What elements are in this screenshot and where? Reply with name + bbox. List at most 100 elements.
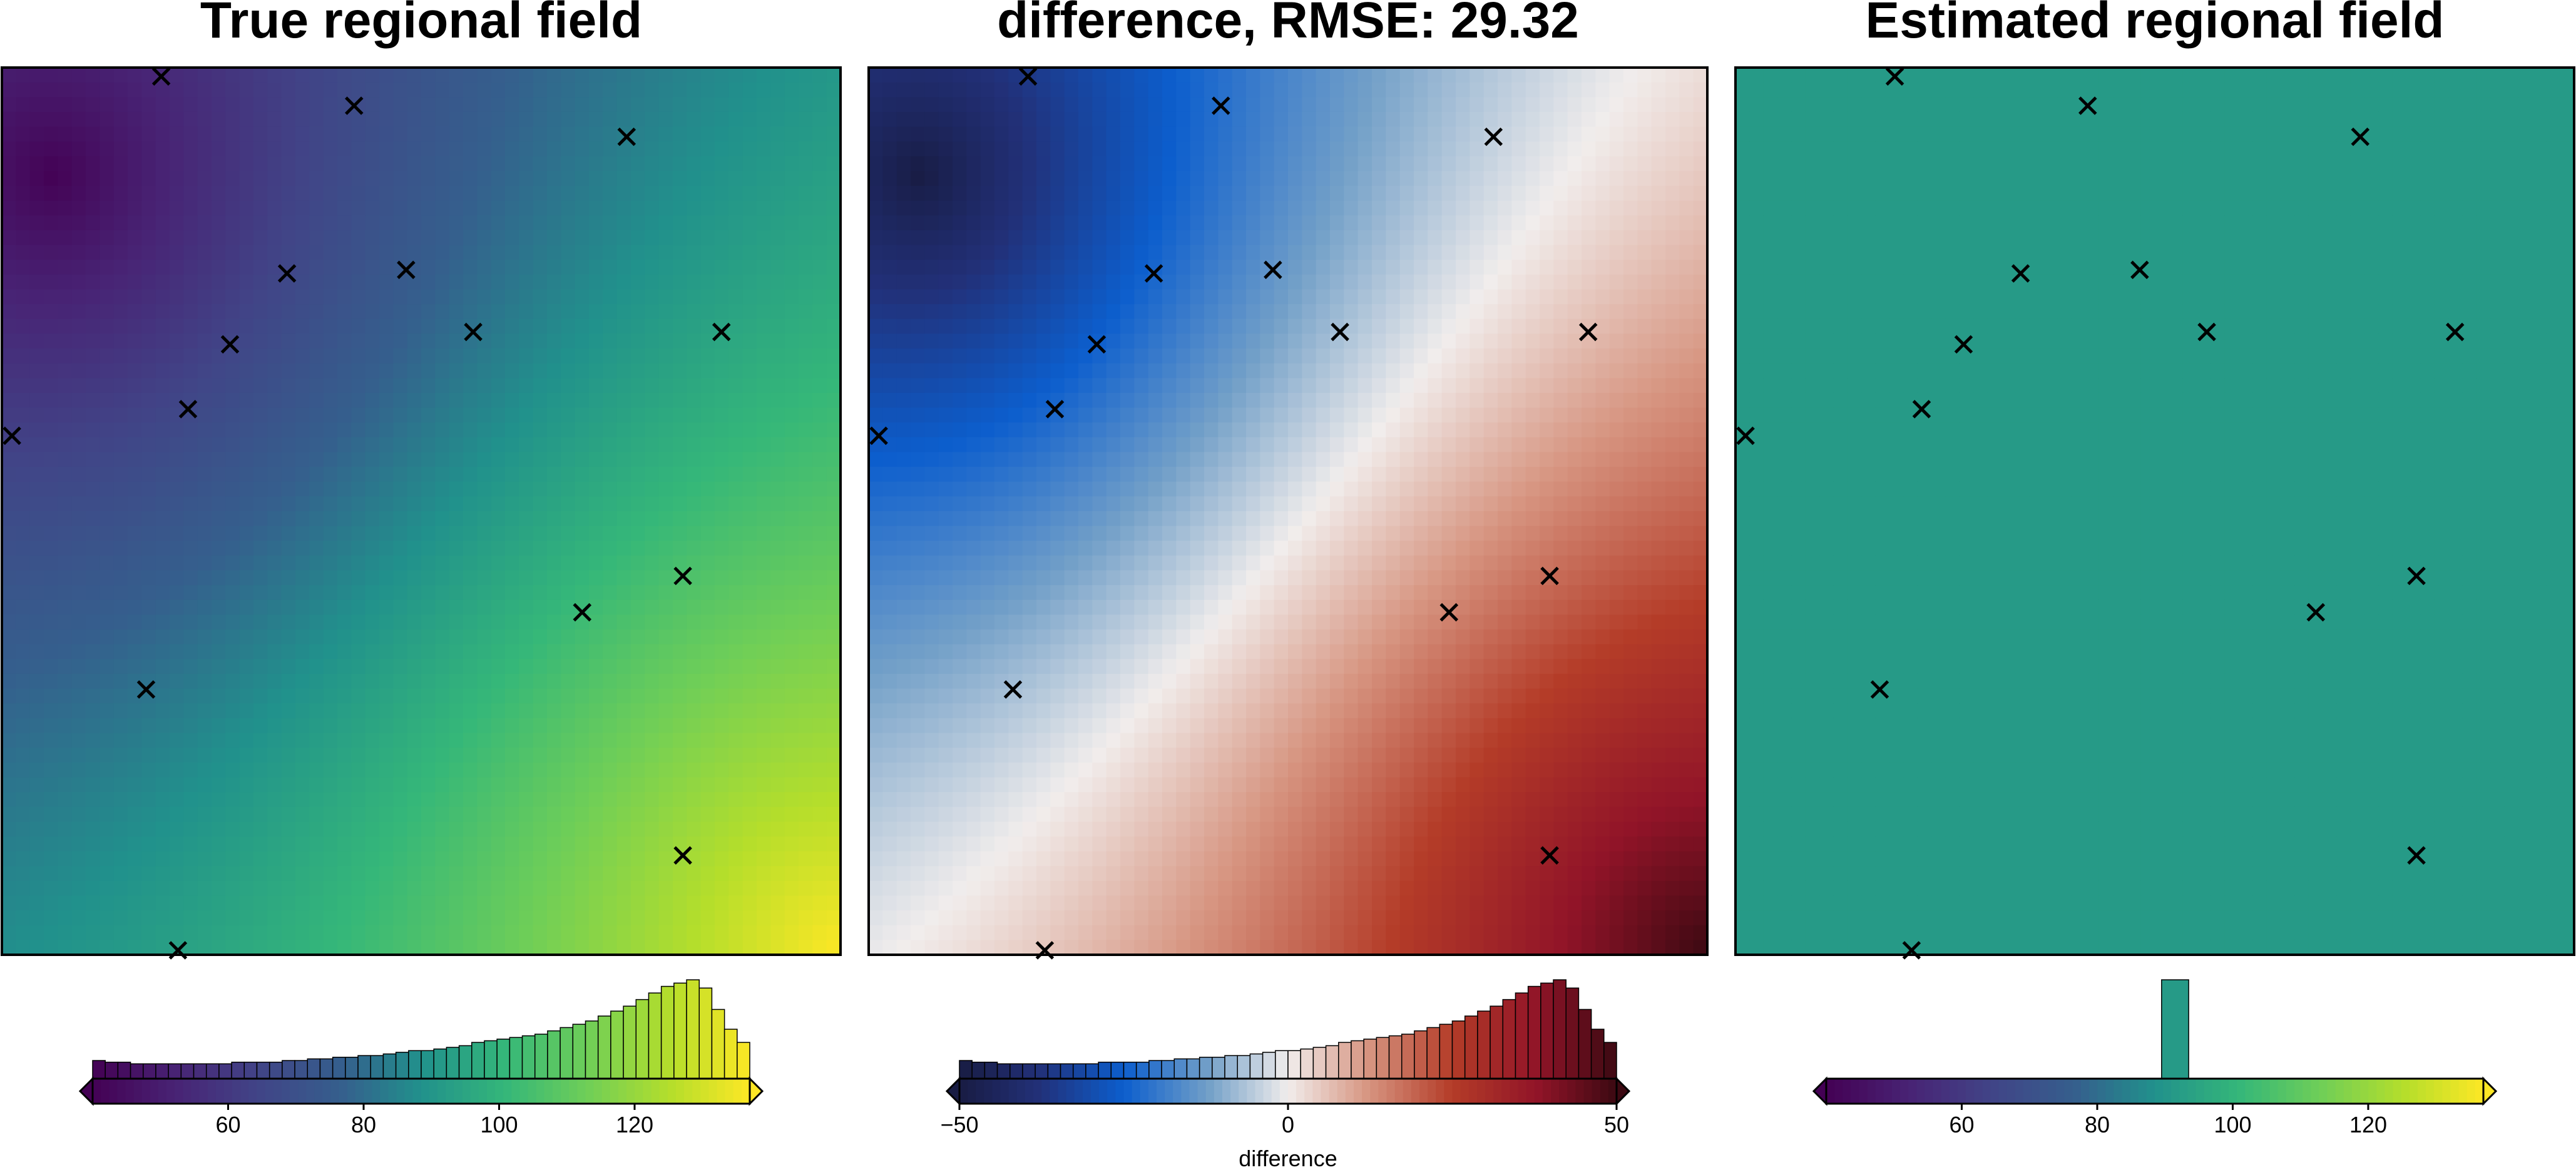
heatmap-cell xyxy=(770,407,785,423)
heatmap-cell xyxy=(953,97,967,113)
heatmap-cell xyxy=(253,82,268,98)
heatmap-cell xyxy=(183,940,198,955)
heatmap-cell xyxy=(2,230,16,246)
heatmap-cell xyxy=(86,141,100,157)
heatmap-cell xyxy=(547,348,561,364)
heatmap-cell xyxy=(1330,156,1344,172)
heatmap-cell xyxy=(1106,186,1121,201)
heatmap-cell xyxy=(86,260,100,275)
heatmap-cell xyxy=(575,570,590,586)
colorbar-segment xyxy=(667,1079,677,1104)
heatmap-cell xyxy=(379,126,394,142)
heatmap-cell xyxy=(463,467,478,482)
heatmap-cell xyxy=(1665,260,1680,275)
heatmap-cell xyxy=(966,156,981,172)
heatmap-cell xyxy=(1609,82,1624,98)
heatmap-cell xyxy=(239,703,254,719)
heatmap-cell xyxy=(1609,230,1624,246)
heatmap-cell xyxy=(1623,230,1638,246)
colorbar-segment xyxy=(298,1079,307,1104)
heatmap-cell xyxy=(1582,274,1596,290)
heatmap-cell xyxy=(1330,274,1344,290)
heatmap-cell xyxy=(1106,260,1121,275)
heatmap-cell xyxy=(2,481,16,497)
heatmap-cell xyxy=(351,703,366,719)
heatmap-cell xyxy=(1414,82,1428,98)
heatmap-cell xyxy=(379,481,394,497)
heatmap-cell xyxy=(393,940,408,955)
heatmap-cell xyxy=(687,318,702,334)
heatmap-cell xyxy=(784,260,799,275)
heatmap-cell xyxy=(1441,245,1456,260)
heatmap-cell xyxy=(966,97,981,113)
heatmap-cell xyxy=(183,570,198,586)
heatmap-cell xyxy=(421,910,436,926)
heatmap-cell xyxy=(100,481,115,497)
heatmap-cell xyxy=(2,363,16,379)
heatmap-cell xyxy=(16,748,31,763)
heatmap-cell xyxy=(29,274,44,290)
heatmap-cell xyxy=(351,111,366,128)
heatmap-cell xyxy=(799,940,813,955)
heatmap-cell xyxy=(742,851,757,867)
heatmap-cell xyxy=(170,880,184,897)
heatmap-cell xyxy=(1540,260,1554,275)
heatmap-cell xyxy=(281,895,296,911)
heatmap-cell xyxy=(309,171,324,186)
colorbar-segment xyxy=(593,1079,603,1104)
heatmap-cell xyxy=(812,555,827,571)
heatmap-cell xyxy=(770,111,785,128)
heatmap-cell xyxy=(645,304,660,320)
heatmap-cell xyxy=(812,644,827,659)
heatmap-cell xyxy=(1372,348,1386,364)
heatmap-cell xyxy=(742,82,757,98)
heatmap-cell xyxy=(519,467,534,482)
heatmap-cell xyxy=(170,260,184,275)
heatmap-cell xyxy=(715,260,729,275)
heatmap-cell xyxy=(113,718,128,734)
heatmap-cell xyxy=(1246,260,1260,275)
heatmap-cell xyxy=(784,289,799,305)
heatmap-cell xyxy=(505,585,519,601)
heatmap-cell xyxy=(29,318,44,334)
heatmap-cell xyxy=(86,555,100,571)
heatmap-cell xyxy=(86,496,100,512)
heatmap-cell xyxy=(86,289,100,305)
heatmap-cell xyxy=(197,215,212,231)
heatmap-cell xyxy=(170,348,184,364)
colorbar-segment xyxy=(618,1079,627,1104)
heatmap-cell xyxy=(1414,111,1428,128)
heatmap-cell xyxy=(715,762,729,778)
heatmap-cell xyxy=(407,585,422,601)
colorbar-segment xyxy=(717,1079,726,1104)
heatmap-cell xyxy=(547,629,561,645)
heatmap-cell xyxy=(295,777,310,793)
heatmap-cell xyxy=(784,895,799,911)
heatmap-cell xyxy=(253,806,268,822)
heatmap-cell xyxy=(58,836,73,852)
heatmap-cell xyxy=(58,496,73,512)
histogram-bar xyxy=(686,979,700,1079)
heatmap-cell xyxy=(812,733,827,748)
heatmap-cell xyxy=(407,171,422,186)
heatmap-cell xyxy=(491,141,506,157)
heatmap-cell xyxy=(1162,318,1177,334)
heatmap-cell xyxy=(1679,156,1694,172)
heatmap-cell xyxy=(309,629,324,645)
heatmap-cell xyxy=(1456,304,1470,320)
heatmap-cell xyxy=(1344,230,1359,246)
heatmap-cell xyxy=(757,703,771,719)
heatmap-cell xyxy=(463,511,478,527)
heatmap-cell xyxy=(463,68,478,83)
heatmap-cell xyxy=(547,748,561,763)
heatmap-cell xyxy=(519,200,534,216)
heatmap-cell xyxy=(1414,156,1428,172)
heatmap-cell xyxy=(1693,333,1708,349)
heatmap-cell xyxy=(826,806,841,822)
heatmap-cell xyxy=(728,141,744,157)
heatmap-cell xyxy=(281,940,296,955)
heatmap-cell xyxy=(533,289,548,305)
heatmap-cell xyxy=(212,111,226,128)
heatmap-cell xyxy=(365,171,380,186)
heatmap-cell xyxy=(29,866,44,882)
